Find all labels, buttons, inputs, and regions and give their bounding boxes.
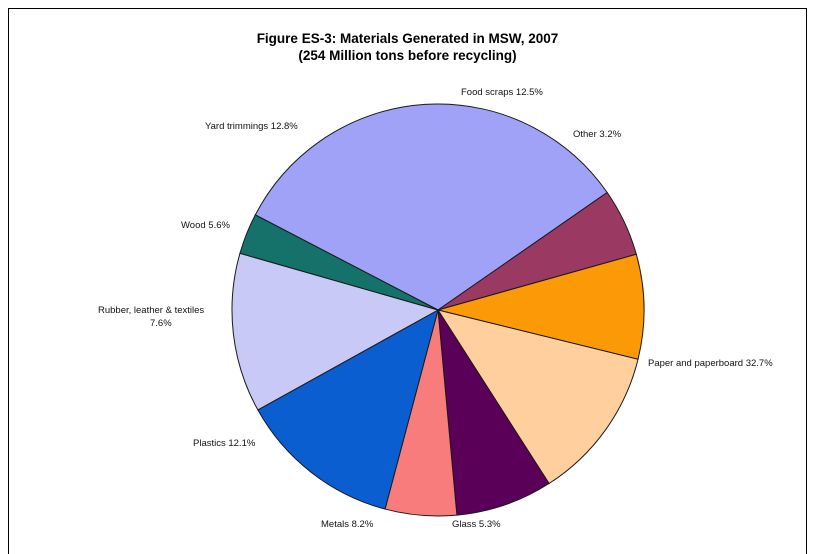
pie-slice-label: Yard trimmings 12.8% bbox=[205, 121, 298, 132]
pie-slice bbox=[239, 214, 439, 311]
pie-slices bbox=[231, 103, 645, 517]
pie-slice-label: Wood 5.6% bbox=[181, 220, 230, 231]
pie-slice bbox=[254, 103, 608, 311]
pie-slice bbox=[231, 252, 440, 411]
pie-slice-label: Glass 5.3% bbox=[452, 519, 501, 530]
pie-slice-label: Plastics 12.1% bbox=[193, 438, 256, 449]
pie-slice bbox=[257, 308, 439, 510]
pie-slice-label: Rubber, leather & textiles 7.6% bbox=[98, 305, 204, 329]
pie-labels: Paper and paperboard 32.7% Glass 5.3% Meta… bbox=[98, 87, 773, 530]
pie-slice bbox=[436, 309, 639, 485]
pie-slice-label: Metals 8.2% bbox=[321, 519, 374, 530]
pie-slice bbox=[437, 309, 550, 516]
pie-slice bbox=[436, 253, 645, 360]
pie-slice-label: Food scraps 12.5% bbox=[461, 87, 543, 98]
chart-subtitle: (254 Million tons before recycling) bbox=[298, 48, 517, 63]
chart-frame bbox=[8, 8, 807, 554]
pie-slice-label: Other 3.2% bbox=[573, 129, 622, 140]
chart-title-block: Figure ES-3: Materials Generated in MSW,… bbox=[0, 30, 815, 64]
chart-title: Figure ES-3: Materials Generated in MSW,… bbox=[256, 31, 559, 46]
pie-slice-label: Paper and paperboard 32.7% bbox=[648, 358, 773, 369]
